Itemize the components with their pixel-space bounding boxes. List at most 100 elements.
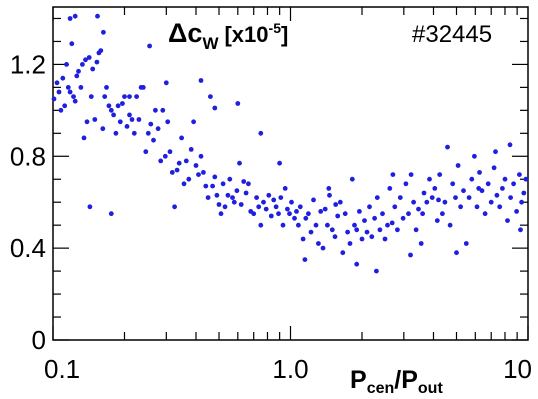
data-point — [198, 153, 204, 159]
data-point — [117, 119, 123, 125]
data-point — [158, 158, 164, 164]
data-point — [273, 204, 279, 210]
data-point — [390, 172, 396, 178]
y-tick-label: 0.4 — [10, 233, 46, 263]
data-point — [411, 199, 416, 205]
data-point — [440, 211, 445, 217]
data-point — [58, 107, 64, 113]
data-point — [160, 107, 166, 113]
data-point — [268, 213, 274, 219]
data-point — [225, 192, 231, 198]
title-units-close: ] — [281, 22, 288, 47]
data-point — [306, 211, 311, 217]
data-point — [300, 236, 306, 242]
data-point — [511, 181, 516, 187]
data-point — [385, 222, 390, 228]
data-point — [92, 117, 98, 122]
data-point — [60, 75, 66, 81]
data-point — [335, 213, 341, 219]
data-point — [231, 199, 237, 205]
data-point — [183, 158, 189, 164]
data-point — [191, 119, 197, 125]
data-point — [90, 66, 96, 72]
data-point — [208, 94, 213, 99]
data-point — [115, 103, 121, 109]
data-point — [174, 167, 180, 173]
data-point — [212, 174, 218, 180]
data-point — [65, 85, 71, 90]
shot-annotation: #32445 — [412, 21, 492, 48]
data-points — [51, 13, 529, 274]
data-point — [421, 190, 427, 196]
y-tick-label: 1.2 — [10, 49, 46, 79]
data-point — [74, 73, 80, 79]
data-point — [292, 215, 297, 221]
data-point — [80, 62, 85, 67]
data-point — [147, 43, 153, 49]
data-point — [418, 241, 424, 246]
data-point — [364, 229, 370, 235]
data-point — [316, 241, 321, 246]
data-point — [140, 85, 146, 90]
chart-title: ΔcW [x10-5] — [168, 18, 288, 53]
data-point — [413, 227, 419, 233]
data-point — [326, 186, 332, 191]
data-point — [313, 222, 319, 228]
title-units-open: [x10 — [224, 22, 268, 47]
data-point — [442, 199, 448, 205]
data-point — [416, 206, 421, 212]
data-point — [420, 211, 425, 217]
data-point — [71, 94, 76, 99]
data-point — [122, 94, 127, 99]
data-point — [322, 206, 328, 212]
data-point — [482, 211, 488, 217]
data-point — [349, 176, 355, 182]
data-point — [256, 204, 262, 210]
data-point — [502, 176, 508, 182]
data-point — [214, 192, 220, 198]
data-point — [280, 222, 286, 228]
data-point — [155, 126, 161, 132]
data-point — [493, 149, 498, 155]
data-point — [507, 142, 513, 148]
plot-frame — [52, 6, 529, 341]
data-point — [234, 188, 240, 194]
data-point — [406, 211, 411, 217]
data-point — [494, 192, 500, 198]
data-point — [176, 160, 182, 166]
data-point — [359, 236, 365, 242]
data-point — [497, 204, 503, 210]
data-point — [367, 204, 372, 210]
data-point — [113, 130, 119, 136]
data-point — [62, 103, 68, 109]
data-point — [429, 195, 435, 201]
data-point — [340, 250, 346, 256]
x-tick-label: 0.1 — [44, 354, 80, 384]
data-point — [222, 204, 228, 210]
data-point — [254, 195, 259, 201]
data-point — [76, 68, 81, 74]
data-point — [72, 98, 78, 104]
data-point — [167, 149, 173, 155]
data-point — [67, 89, 73, 95]
data-point — [87, 204, 93, 210]
data-point — [427, 176, 432, 182]
data-point — [372, 215, 377, 221]
data-point — [216, 202, 222, 207]
data-point — [151, 137, 156, 143]
data-point — [453, 195, 458, 201]
data-point — [127, 112, 132, 118]
data-point — [523, 176, 529, 182]
data-point — [212, 105, 218, 111]
data-point — [521, 190, 527, 196]
data-point — [237, 160, 242, 166]
data-point — [474, 204, 480, 210]
data-point — [389, 220, 395, 226]
data-point — [327, 192, 332, 198]
data-point — [517, 172, 522, 178]
data-point — [235, 101, 241, 106]
y-tick-label: 0 — [32, 325, 46, 355]
data-point — [332, 234, 338, 240]
data-point — [64, 62, 69, 67]
data-point — [380, 211, 385, 217]
